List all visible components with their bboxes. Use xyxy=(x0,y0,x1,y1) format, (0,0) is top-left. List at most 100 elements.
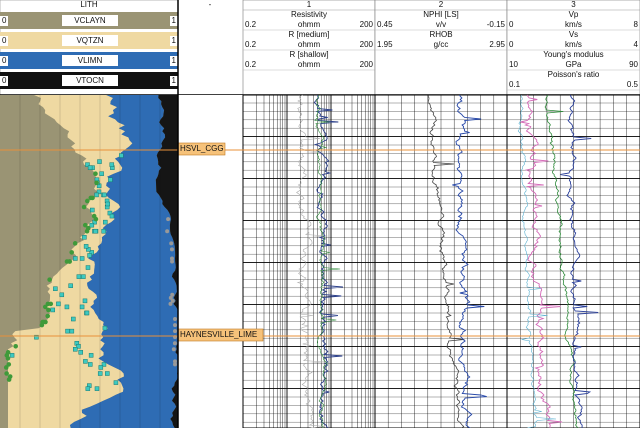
lith-marker xyxy=(79,256,85,261)
lith-name-box xyxy=(62,75,118,86)
lith-toc-area xyxy=(155,95,178,428)
lith-marker xyxy=(78,350,83,355)
curve-min: 0 xyxy=(509,40,514,49)
lith-dot xyxy=(40,319,45,325)
curve-name: Poisson's ratio xyxy=(548,70,600,79)
lith-dot xyxy=(169,247,174,252)
curve-max: 200 xyxy=(360,40,374,49)
lith-marker xyxy=(65,328,70,334)
curve-min: 0.1 xyxy=(509,80,521,89)
lith-marker xyxy=(94,386,100,391)
lith-curve-max: 1 xyxy=(172,56,177,65)
lith-min-box xyxy=(0,16,8,26)
lith-marker xyxy=(89,222,95,228)
lith-marker xyxy=(109,213,115,219)
curve-max: -0.15 xyxy=(487,20,506,29)
lith-marker xyxy=(88,353,94,358)
curve-min: 10 xyxy=(509,60,518,69)
curve-name: Vp xyxy=(569,10,579,19)
lith-dot xyxy=(47,277,52,282)
curve-name: Resistivity xyxy=(291,10,327,19)
curve-name: R [shallow] xyxy=(289,50,328,59)
lith-marker xyxy=(113,380,119,385)
spacer-header xyxy=(178,0,243,95)
curve-name: Vs xyxy=(569,30,578,39)
curve-unit: ohmm xyxy=(298,60,321,69)
lith-dot xyxy=(45,313,51,319)
curve-max: 4 xyxy=(634,40,639,49)
lith-dot xyxy=(166,217,171,222)
lith-dot xyxy=(84,228,90,234)
lith-marker xyxy=(71,316,76,322)
curve-unit: ohmm xyxy=(298,20,321,29)
lith-marker xyxy=(34,334,39,340)
lith-dot xyxy=(90,195,95,201)
lith-marker xyxy=(103,219,108,225)
lith-dot xyxy=(81,204,87,210)
lith-dot xyxy=(173,317,177,322)
curve-unit: ohmm xyxy=(298,40,321,49)
curve-name: Young's modulus xyxy=(543,50,603,59)
lith-marker xyxy=(102,192,107,198)
track-number: 2 xyxy=(439,0,444,9)
lith-marker xyxy=(108,177,113,183)
lith-marker xyxy=(101,362,107,367)
lith-marker xyxy=(56,301,61,307)
lith-dot xyxy=(46,307,51,313)
lith-marker xyxy=(87,253,92,258)
lith-marker xyxy=(101,228,106,234)
lith-dot xyxy=(170,292,175,297)
lith-dot xyxy=(69,250,75,255)
lith-max-box xyxy=(170,16,178,26)
lith-marker xyxy=(87,362,93,367)
lith-dot xyxy=(64,259,70,264)
lith-name-box xyxy=(62,15,118,26)
lith-curve-min: 0 xyxy=(2,36,7,45)
lith-marker xyxy=(105,371,110,376)
lith-dot xyxy=(85,198,90,204)
lith-curve-name: VQTZN xyxy=(76,36,103,45)
lith-dot xyxy=(6,362,12,367)
track-number: 1 xyxy=(307,0,312,9)
lith-curve-max: 1 xyxy=(172,76,177,85)
lith-curve-min: 0 xyxy=(2,76,7,85)
lith-marker xyxy=(102,325,108,331)
lith-dot xyxy=(170,298,175,303)
curve-max: 0.5 xyxy=(627,80,639,89)
lith-dot xyxy=(4,371,9,376)
lith-dot xyxy=(165,229,170,234)
curve-unit: g/cc xyxy=(434,40,449,49)
curve-min: 0.2 xyxy=(245,60,257,69)
lith-marker xyxy=(68,283,73,288)
curve-max: 90 xyxy=(629,60,638,69)
lith-dot xyxy=(168,301,173,306)
lith-curve-name: VCLAYN xyxy=(74,16,106,25)
lith-marker xyxy=(72,347,78,352)
lith-marker xyxy=(87,165,93,170)
lith-max-box xyxy=(170,56,178,66)
lith-dot xyxy=(169,241,174,246)
lith-marker xyxy=(105,201,110,207)
marker-label: HSVL_CGG xyxy=(180,144,224,153)
lith-lime-area xyxy=(70,95,178,428)
spacer-title: - xyxy=(209,0,212,9)
lith-marker xyxy=(119,153,124,158)
lith-dot xyxy=(13,343,18,349)
lith-marker xyxy=(9,353,15,358)
lith-title: LITH xyxy=(80,0,98,9)
lith-dot xyxy=(5,356,11,361)
curve-unit: km/s xyxy=(565,20,582,29)
lith-marker xyxy=(81,274,86,279)
lith-curve-max: 1 xyxy=(172,36,177,45)
lith-marker xyxy=(85,162,90,167)
track-number: 3 xyxy=(571,0,576,9)
lith-max-box xyxy=(170,36,178,46)
lith-dot xyxy=(173,359,177,364)
lith-dot xyxy=(173,323,177,328)
lith-dot xyxy=(170,259,175,264)
lith-marker xyxy=(82,298,88,304)
curve-name: NPHI [LS] xyxy=(423,10,459,19)
lith-name-box xyxy=(62,35,118,46)
lith-dot xyxy=(171,347,176,352)
lith-marker xyxy=(96,189,102,195)
